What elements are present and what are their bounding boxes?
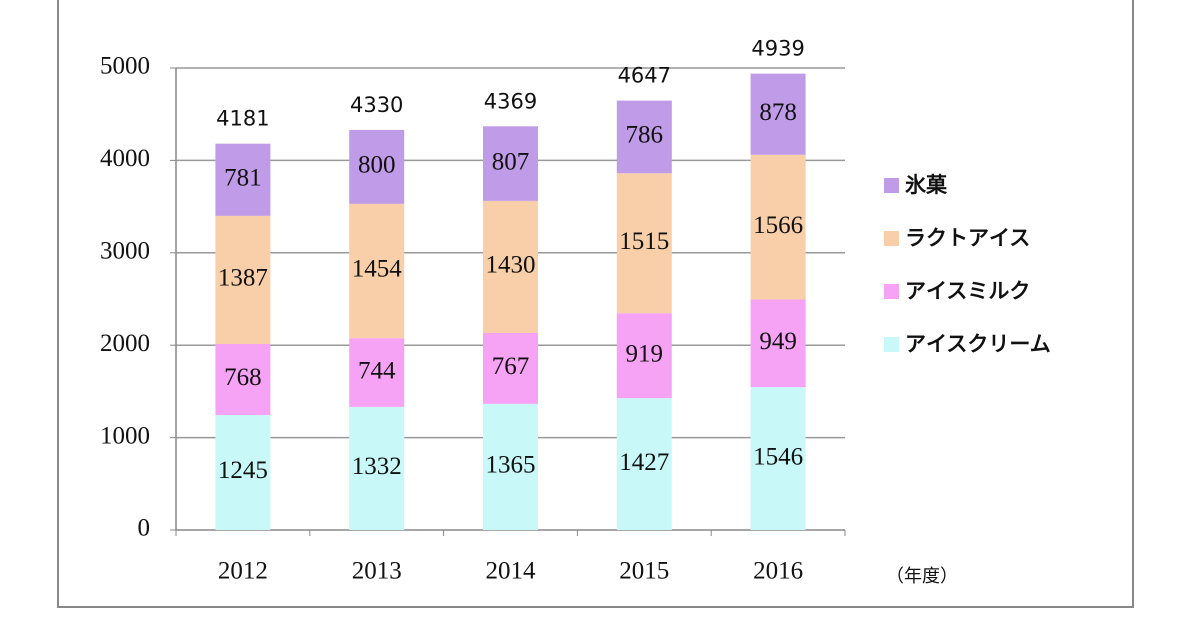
legend-label: ラクトアイス: [905, 226, 1030, 250]
x-tick-label: 2012: [218, 558, 268, 585]
bar-segment: [349, 406, 405, 530]
value-label: 949: [759, 328, 797, 355]
legend-swatch: [884, 231, 899, 246]
value-label: 800: [358, 152, 396, 179]
total-label: 4369: [484, 89, 537, 113]
y-tick-label: 3000: [100, 238, 150, 265]
value-label: 767: [492, 353, 530, 380]
legend-label: アイスミルク: [905, 279, 1030, 303]
bar-segment: [349, 129, 405, 204]
legend-label: アイスクリーム: [905, 332, 1051, 356]
bar-segment: [215, 414, 271, 530]
value-label: 1245: [218, 457, 268, 484]
bar-segment: [750, 154, 806, 300]
total-label: 4330: [350, 93, 403, 117]
bar-segment: [349, 338, 405, 407]
value-label: 1427: [619, 449, 669, 476]
value-label: 1430: [486, 252, 536, 279]
bar-segment: [616, 100, 672, 174]
bar-segment: [215, 343, 271, 415]
bar-segment: [750, 299, 806, 388]
value-label: 744: [358, 357, 396, 384]
value-label: 1546: [753, 443, 803, 470]
value-label: 768: [224, 364, 262, 391]
legend-label: 氷菓: [905, 173, 948, 197]
value-label: 878: [759, 99, 797, 126]
value-label: 919: [626, 340, 664, 367]
x-axis-label: （年度）: [886, 566, 958, 587]
value-label: 1515: [619, 228, 669, 255]
y-tick-label: 0: [138, 515, 151, 542]
bar-segment: [349, 203, 405, 339]
y-tick-label: 2000: [100, 330, 150, 357]
value-label: 1332: [352, 453, 402, 480]
bar-segment: [616, 398, 672, 530]
bar-segment: [483, 333, 538, 404]
value-label: 807: [492, 148, 530, 175]
legend-swatch: [884, 284, 899, 299]
x-tick-label: 2013: [352, 558, 402, 585]
total-label: 4647: [618, 64, 671, 88]
value-label: 1454: [352, 256, 403, 283]
y-tick-label: 5000: [100, 53, 150, 80]
y-tick-label: 1000: [100, 422, 150, 449]
total-label: 4939: [751, 37, 804, 61]
bar-segment: [616, 173, 672, 314]
value-label: 781: [224, 164, 262, 191]
bar-segment: [483, 200, 538, 334]
total-label: 4181: [216, 107, 269, 131]
x-tick-label: 2014: [486, 558, 537, 585]
bar-segment: [750, 73, 806, 155]
value-label: 1566: [753, 212, 803, 239]
value-label: 786: [626, 122, 664, 149]
legend-swatch: [884, 337, 899, 352]
value-label: 1365: [486, 452, 536, 479]
bar-segment: [616, 313, 672, 399]
bar-segment: [483, 403, 538, 530]
x-tick-label: 2016: [753, 558, 803, 585]
bar-segment: [215, 143, 271, 216]
y-tick-label: 4000: [100, 145, 150, 172]
x-tick-label: 2015: [619, 558, 669, 585]
chart-frame: [57, 0, 1134, 608]
bar-segment: [483, 126, 538, 201]
bar-segment: [215, 215, 271, 344]
value-label: 1387: [218, 265, 268, 292]
bar-segment: [750, 387, 806, 530]
legend-swatch: [884, 178, 899, 193]
